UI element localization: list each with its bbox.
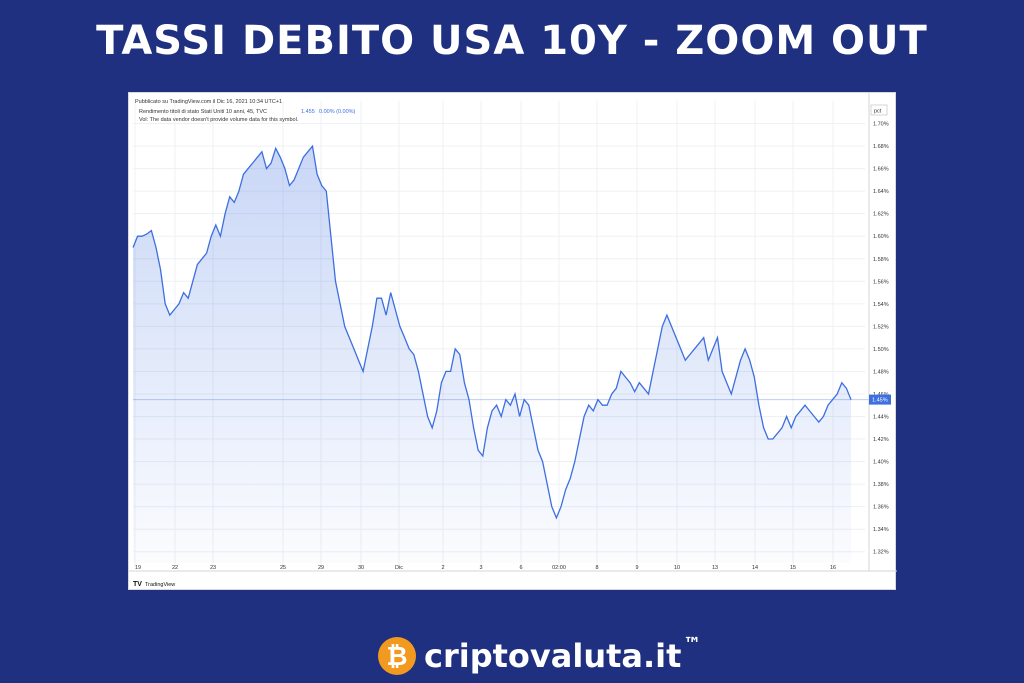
x-tick-label: 13 — [712, 565, 718, 571]
x-tick-label: 29 — [318, 565, 324, 571]
y-tick-label: 1.32% — [873, 550, 889, 556]
published-note: Pubblicato su TradingView.com il Dic 16,… — [135, 99, 282, 105]
x-tick-label: 22 — [172, 565, 178, 571]
y-tick-label: 1.54% — [873, 302, 889, 308]
price-value: 1.455 — [301, 109, 315, 115]
y-tick-label: 1.68% — [873, 144, 889, 150]
brand: ₿ criptovaluta.it ™ — [378, 634, 701, 678]
volume-note: Vol: The data vendor doesn't provide vol… — [139, 117, 299, 123]
last-value-badge — [869, 394, 891, 405]
y-tick-label: 1.70% — [873, 122, 889, 128]
y-tick-label: 1.60% — [873, 234, 889, 240]
x-tick-label: 16 — [830, 565, 836, 571]
x-tick-label: 30 — [358, 565, 364, 571]
x-tick-label: 19 — [135, 565, 141, 571]
y-tick-label: 1.52% — [873, 324, 889, 330]
series-area — [133, 146, 851, 563]
symbol-label: Rendimento titoli di stato Stati Uniti 1… — [139, 109, 267, 115]
x-tick-label: 6 — [519, 565, 522, 571]
price-chart[interactable]: 1.70% 1.68% 1.66% 1.64% 1.62% 1.60% 1.58% 1.56%… — [129, 93, 897, 591]
y-tick-label: 1.42% — [873, 437, 889, 443]
y-tick-label: 1.58% — [873, 257, 889, 263]
x-tick-label: 14 — [752, 565, 758, 571]
y-tick-label: 1.56% — [873, 279, 889, 285]
y-tick-label: 1.66% — [873, 167, 889, 173]
x-tick-label: 23 — [210, 565, 216, 571]
tradingview-icon: TV — [133, 581, 142, 588]
y-tick-label: 1.44% — [873, 415, 889, 421]
x-tick-label: 02:00 — [552, 565, 566, 571]
page-title: TASSI DEBITO USA 10Y - ZOOM OUT — [96, 18, 928, 64]
brand-name: criptovaluta.it — [424, 637, 682, 675]
bitcoin-coin-icon: ₿ — [378, 637, 416, 675]
x-tick-label: 15 — [790, 565, 796, 571]
unit-button[interactable] — [870, 104, 888, 116]
y-axis[interactable]: 1.70% 1.68% 1.66% 1.64% 1.62% 1.60% 1.58% 1.56%… — [868, 93, 891, 571]
x-tick-label: 10 — [674, 565, 680, 571]
x-tick-label: 3 — [479, 565, 482, 571]
y-tick-label: 1.64% — [873, 189, 889, 195]
tradingview-label: TradingView — [145, 582, 175, 588]
last-value-label: 1.45% — [872, 398, 888, 404]
y-tick-label: 1.48% — [873, 369, 889, 375]
y-tick-label: 1.62% — [873, 212, 889, 218]
y-tick-label: 1.36% — [873, 505, 889, 511]
chart-panel: 1.70% 1.68% 1.66% 1.64% 1.62% 1.60% 1.58% 1.56%… — [128, 92, 897, 591]
x-tick-label: 25 — [280, 565, 286, 571]
trademark-symbol: ™ — [683, 634, 702, 655]
x-tick-label: 2 — [441, 565, 444, 571]
y-tick-label: 1.34% — [873, 527, 889, 533]
tradingview-logo[interactable]: TV TradingView — [133, 581, 175, 588]
unit-label: pct — [874, 109, 882, 115]
series-line — [132, 144, 852, 520]
y-tick-label: 1.50% — [873, 347, 889, 353]
x-tick-label: 8 — [595, 565, 598, 571]
price-change: 0.00% (0.00%) — [319, 109, 356, 115]
y-tick-label: 1.40% — [873, 460, 889, 466]
x-axis[interactable]: 19 22 23 25 29 30 Dic 2 3 6 02:00 8 9 10 13 14 15 16 — [129, 565, 897, 572]
y-tick-label: 1.38% — [873, 482, 889, 488]
x-tick-label: 9 — [635, 565, 638, 571]
x-tick-label: Dic — [395, 565, 403, 571]
